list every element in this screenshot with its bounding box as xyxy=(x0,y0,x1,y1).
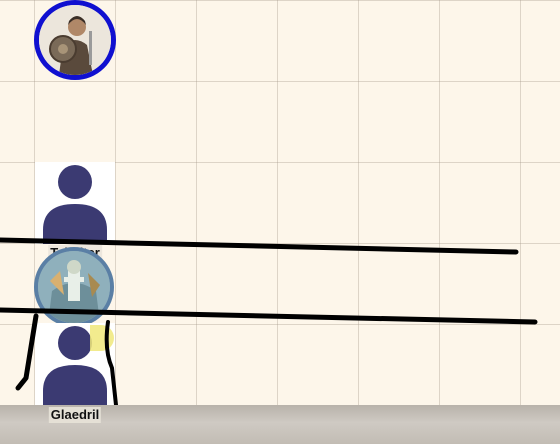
person-silhouette-icon xyxy=(43,326,107,405)
tailbiter-token[interactable] xyxy=(35,162,115,244)
drawn-line-lower[interactable] xyxy=(0,307,538,325)
person-silhouette-icon xyxy=(43,165,107,244)
battle-map-grid[interactable]: Tailbiter Glaedril xyxy=(0,0,560,405)
drawn-stroke-right[interactable] xyxy=(104,320,118,405)
glaedril-name-label-visible: Glaedril xyxy=(48,407,102,423)
drawing-layer xyxy=(0,237,538,405)
armored-warrior-with-shield-icon xyxy=(39,5,111,75)
drawn-stroke-left[interactable] xyxy=(15,313,39,391)
drawn-line-upper[interactable] xyxy=(0,237,519,255)
warrior-portrait-token[interactable] xyxy=(34,0,116,80)
selection-highlight xyxy=(90,325,114,351)
